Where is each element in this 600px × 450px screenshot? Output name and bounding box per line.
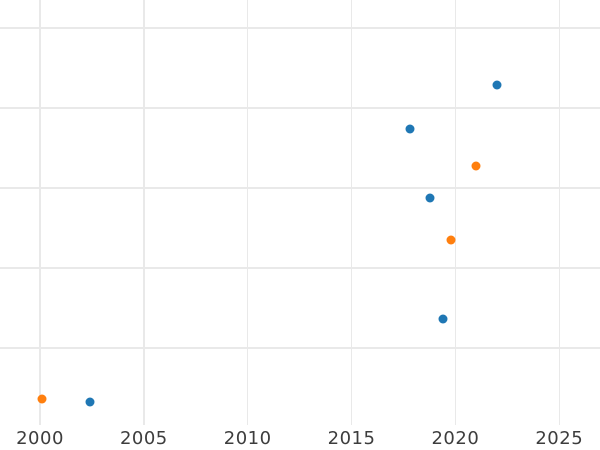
gridline-horizontal: [0, 107, 600, 109]
scatter-point-orange: [471, 161, 481, 171]
gridline-vertical: [39, 0, 41, 425]
gridline-horizontal: [0, 347, 600, 349]
gridline-horizontal: [0, 27, 600, 29]
gridline-vertical: [247, 0, 249, 425]
scatter-point-blue: [405, 124, 415, 134]
scatter-point-blue: [425, 193, 435, 203]
scatter-point-blue: [492, 80, 502, 90]
gridline-horizontal: [0, 187, 600, 189]
scatter-point-blue: [85, 397, 95, 407]
x-tick-label: 2020: [431, 428, 480, 449]
gridline-horizontal: [0, 267, 600, 269]
gridline-vertical: [454, 0, 457, 425]
x-tick-label: 2015: [327, 428, 376, 449]
x-tick-label: 2025: [535, 428, 584, 449]
x-tick-label: 2000: [16, 428, 64, 449]
gridline-vertical: [143, 0, 145, 425]
x-tick-label: 2005: [119, 428, 168, 449]
gridline-vertical: [350, 0, 353, 425]
scatter-point-orange: [37, 394, 47, 404]
scatter-point-blue: [438, 314, 448, 324]
x-tick-label: 2010: [223, 428, 272, 449]
gridline-vertical: [558, 0, 560, 425]
scatter-point-orange: [446, 235, 456, 245]
